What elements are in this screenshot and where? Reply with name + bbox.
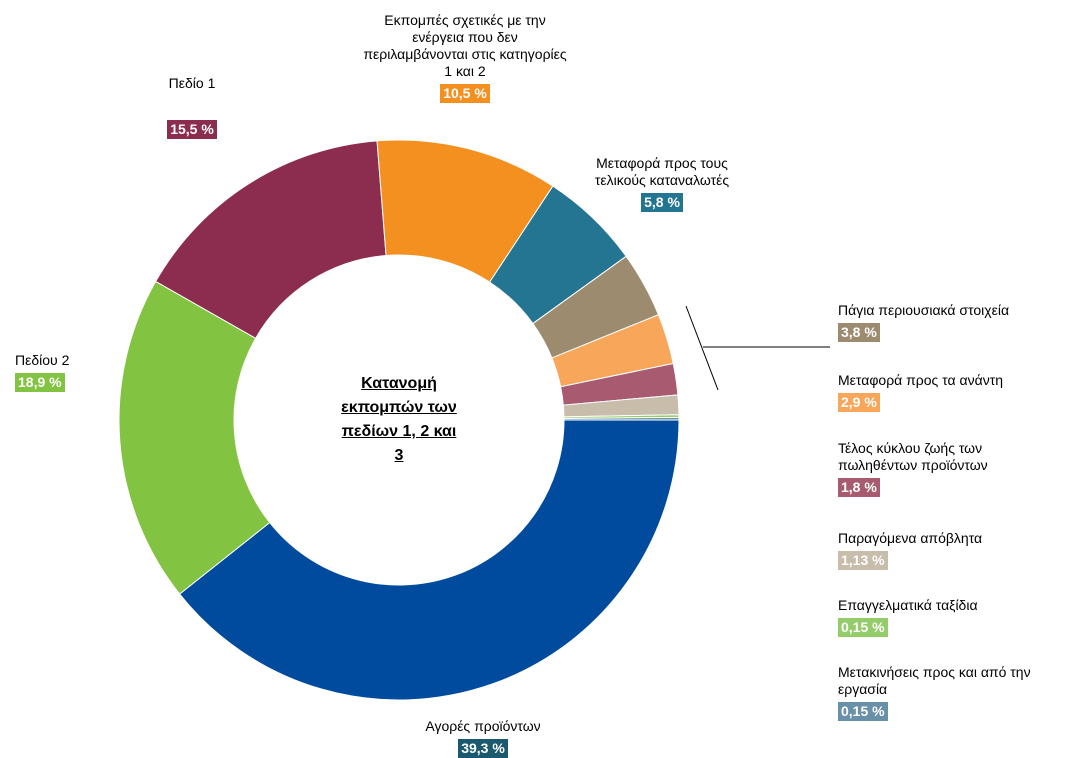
slice-label: Εκπομπές σχετικές με την ενέργεια που δε… <box>335 12 595 103</box>
category-label: Παραγόμενα απόβλητα <box>838 530 983 546</box>
value-label: 1,8 % <box>838 478 880 497</box>
slice-label: Μεταφορά προς τα ανάντη 2,9 % <box>838 372 1073 412</box>
category-label: Επαγγελματικά ταξίδια <box>838 597 978 613</box>
slice-label: Παραγόμενα απόβλητα 1,13 % <box>838 530 1073 570</box>
slice <box>563 416 680 421</box>
slice-label: Πεδίου 2 18,9 % <box>15 352 135 392</box>
value-label: 0,15 % <box>838 702 888 721</box>
category-label: Μεταφορά προς τα ανάντη <box>838 372 1004 388</box>
chart-title: Κατανομή εκπομπών των πεδίων 1, 2 και 3 <box>341 375 457 464</box>
slice <box>178 419 680 701</box>
category-label: Μετακινήσεις προς και από την εργασία <box>838 664 1031 697</box>
value-label: 2,9 % <box>838 393 880 412</box>
slice-label: Τέλος κύκλου ζωής των πωληθέντων προϊόντ… <box>838 440 1073 497</box>
category-label: Πάγια περιουσιακά στοιχεία <box>838 302 1010 318</box>
slice-label: Επαγγελματικά ταξίδια 0,15 % <box>838 597 1073 637</box>
slice-label: Μεταφορά προς τους τελικούς καταναλωτές 5… <box>567 155 757 212</box>
value-label: 10,5 % <box>440 84 490 103</box>
slice-label: Πάγια περιουσιακά στοιχεία 3,8 % <box>838 302 1073 342</box>
category-label: Πεδίο 1 <box>168 75 216 91</box>
category-label: Πεδίου 2 <box>15 352 70 368</box>
value-label: 5,8 % <box>641 193 683 212</box>
slices <box>118 139 680 701</box>
value-label: 39,3 % <box>458 739 508 758</box>
value-label: 3,8 % <box>838 323 880 342</box>
value-label: 15,5 % <box>167 120 217 139</box>
category-label: Μεταφορά προς τους τελικούς καταναλωτές <box>594 155 730 188</box>
value-label: 0,15 % <box>838 618 888 637</box>
category-label: Τέλος κύκλου ζωής των πωληθέντων προϊόντ… <box>838 440 988 473</box>
value-label: 18,9 % <box>15 373 65 392</box>
slice <box>118 280 271 595</box>
slice-label: Πεδίο 1 15,5 % <box>92 75 292 139</box>
slice-label: Αγορές προϊόντων 39,3 % <box>383 718 583 758</box>
category-label: Αγορές προϊόντων <box>425 718 541 734</box>
slice-label: Μετακινήσεις προς και από την εργασία 0,1… <box>838 664 1073 721</box>
category-label: Εκπομπές σχετικές με την ενέργεια που δε… <box>363 12 567 79</box>
leader-bracket <box>685 305 719 391</box>
value-label: 1,13 % <box>838 551 888 570</box>
